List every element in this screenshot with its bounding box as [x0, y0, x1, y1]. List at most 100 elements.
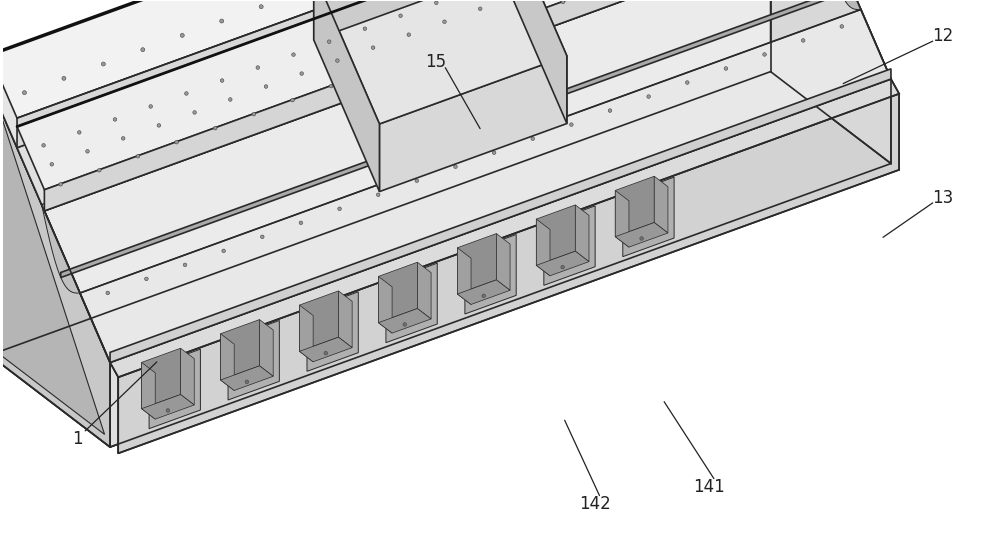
- Polygon shape: [299, 337, 352, 362]
- Polygon shape: [44, 0, 825, 211]
- Circle shape: [403, 322, 407, 326]
- Circle shape: [561, 0, 565, 4]
- Circle shape: [291, 98, 294, 102]
- Polygon shape: [228, 320, 279, 400]
- Circle shape: [106, 291, 110, 295]
- Circle shape: [443, 20, 446, 23]
- Circle shape: [252, 112, 256, 116]
- Circle shape: [801, 39, 805, 42]
- Circle shape: [261, 235, 264, 239]
- Polygon shape: [623, 177, 674, 257]
- Text: 15: 15: [425, 53, 446, 71]
- Polygon shape: [80, 10, 891, 362]
- Polygon shape: [823, 0, 861, 10]
- Circle shape: [482, 294, 485, 297]
- Polygon shape: [536, 219, 550, 276]
- Circle shape: [229, 98, 232, 101]
- Circle shape: [685, 80, 689, 84]
- Circle shape: [763, 53, 766, 56]
- Circle shape: [368, 70, 372, 74]
- Polygon shape: [417, 262, 431, 319]
- Circle shape: [608, 109, 612, 112]
- Circle shape: [407, 56, 410, 60]
- Circle shape: [256, 66, 260, 69]
- Polygon shape: [0, 0, 771, 355]
- Polygon shape: [118, 94, 899, 454]
- Circle shape: [434, 1, 438, 5]
- Circle shape: [415, 179, 419, 182]
- Polygon shape: [0, 0, 891, 362]
- Polygon shape: [457, 233, 496, 294]
- Circle shape: [121, 136, 125, 140]
- Polygon shape: [0, 0, 798, 148]
- Polygon shape: [654, 176, 668, 233]
- Circle shape: [98, 168, 101, 172]
- Circle shape: [136, 155, 140, 158]
- Circle shape: [264, 85, 268, 88]
- Polygon shape: [771, 0, 891, 164]
- Text: 141: 141: [693, 478, 725, 496]
- Circle shape: [59, 182, 62, 186]
- Polygon shape: [17, 0, 825, 190]
- Polygon shape: [0, 71, 891, 447]
- Polygon shape: [42, 205, 80, 293]
- Circle shape: [292, 53, 295, 56]
- Polygon shape: [299, 291, 338, 351]
- Polygon shape: [536, 205, 575, 265]
- Circle shape: [399, 14, 402, 18]
- Circle shape: [363, 27, 367, 30]
- Circle shape: [22, 91, 26, 95]
- Polygon shape: [314, 0, 379, 191]
- Polygon shape: [0, 85, 110, 447]
- Circle shape: [86, 150, 89, 153]
- Circle shape: [376, 193, 380, 197]
- Polygon shape: [149, 349, 200, 429]
- Circle shape: [42, 143, 45, 147]
- Polygon shape: [378, 262, 417, 322]
- Circle shape: [175, 140, 178, 144]
- Polygon shape: [575, 205, 589, 262]
- Polygon shape: [0, 0, 798, 118]
- Circle shape: [647, 95, 650, 99]
- Polygon shape: [457, 248, 471, 304]
- Circle shape: [245, 380, 249, 384]
- Circle shape: [180, 34, 184, 37]
- Polygon shape: [142, 362, 155, 419]
- Polygon shape: [110, 79, 899, 377]
- Circle shape: [50, 163, 54, 166]
- Circle shape: [724, 67, 728, 70]
- Circle shape: [570, 123, 573, 126]
- Circle shape: [561, 265, 564, 269]
- Circle shape: [454, 165, 457, 168]
- Circle shape: [183, 263, 187, 266]
- Circle shape: [336, 59, 339, 62]
- Polygon shape: [615, 222, 668, 247]
- Circle shape: [338, 207, 341, 211]
- Circle shape: [327, 40, 331, 44]
- Polygon shape: [110, 79, 891, 447]
- Polygon shape: [142, 394, 194, 419]
- Circle shape: [531, 137, 535, 140]
- Circle shape: [193, 111, 196, 114]
- Polygon shape: [42, 0, 825, 211]
- Polygon shape: [378, 309, 431, 333]
- Circle shape: [445, 42, 449, 46]
- Polygon shape: [544, 206, 595, 285]
- Circle shape: [484, 28, 487, 32]
- Circle shape: [478, 7, 482, 11]
- Text: 1: 1: [72, 430, 83, 448]
- Circle shape: [300, 72, 303, 75]
- Text: 12: 12: [932, 27, 953, 45]
- Polygon shape: [379, 56, 567, 191]
- Polygon shape: [221, 334, 234, 391]
- Text: 13: 13: [932, 189, 953, 207]
- Polygon shape: [465, 235, 516, 314]
- Circle shape: [329, 84, 333, 88]
- Polygon shape: [314, 0, 567, 124]
- Circle shape: [113, 118, 117, 121]
- Circle shape: [145, 277, 148, 281]
- Circle shape: [324, 351, 328, 355]
- Circle shape: [523, 14, 526, 18]
- Circle shape: [259, 5, 263, 9]
- Circle shape: [220, 19, 224, 23]
